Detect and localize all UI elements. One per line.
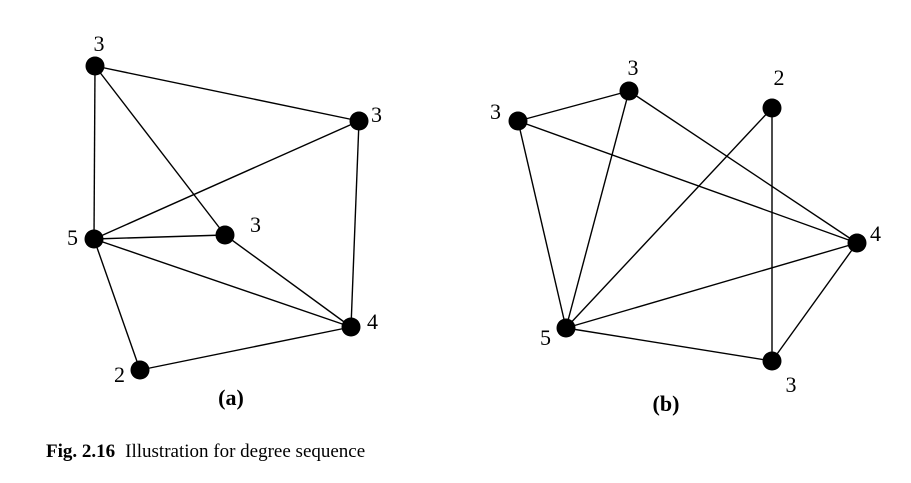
- edge-a5-a6: [139, 326, 352, 371]
- edge-a3-a6: [93, 238, 141, 371]
- edge-a3-a4: [93, 234, 226, 240]
- vertex-a4: [215, 225, 235, 245]
- edge-b2-b4: [628, 90, 858, 244]
- vertex-b5: [556, 318, 576, 338]
- edge-b4-b5: [565, 242, 858, 329]
- edge-a1-a4: [94, 65, 226, 236]
- degree-label-a6: 2: [114, 362, 125, 387]
- edge-b1-b2: [517, 90, 630, 122]
- degree-label-b3: 2: [774, 65, 785, 90]
- graph-a-vertices: [84, 56, 369, 380]
- figure-caption: Fig. 2.16 Illustration for degree sequenc…: [46, 441, 365, 463]
- degree-label-a2: 3: [371, 102, 382, 127]
- graph-a-degree-labels: 3 3 5 3 4 2: [67, 31, 382, 387]
- graph-a-edges: [93, 65, 360, 371]
- degree-label-b4: 4: [870, 221, 881, 246]
- edge-b4-b6: [771, 242, 858, 362]
- degree-label-a5: 4: [367, 309, 378, 334]
- vertex-a6: [130, 360, 150, 380]
- figure-number: Fig. 2.16: [46, 441, 116, 462]
- graph-b-vertices: [508, 81, 867, 371]
- vertex-a2: [349, 111, 369, 131]
- degree-label-a4: 3: [250, 212, 261, 237]
- vertex-b2: [619, 81, 639, 101]
- degree-label-b6: 3: [786, 372, 797, 397]
- edge-b1-b5: [517, 120, 567, 329]
- degree-label-b2: 3: [628, 55, 639, 80]
- edge-a1-a3: [93, 65, 96, 240]
- degree-label-b1: 3: [490, 99, 501, 124]
- vertex-b6: [762, 351, 782, 371]
- vertex-b3: [762, 98, 782, 118]
- graph-b-edges: [517, 90, 858, 362]
- edge-b2-b5: [565, 90, 630, 329]
- graph-a-panel-label: (a): [218, 385, 244, 410]
- edge-a2-a3: [93, 120, 360, 240]
- edge-a4-a5: [224, 234, 352, 328]
- degree-label-a3: 5: [67, 225, 78, 250]
- vertex-b1: [508, 111, 528, 131]
- edge-a3-a5: [93, 238, 352, 328]
- edge-b1-b4: [517, 120, 858, 244]
- caption-text: Illustration for degree sequence: [125, 441, 366, 462]
- edge-a1-a2: [94, 65, 360, 122]
- graph-b-panel-label: (b): [653, 391, 680, 416]
- vertex-a5: [341, 317, 361, 337]
- vertex-a3: [84, 229, 104, 249]
- vertex-b4: [847, 233, 867, 253]
- graph-a: 3 3 5 3 4 2 (a): [67, 31, 382, 410]
- graph-b: 3 3 2 4 5 3 (b): [490, 55, 881, 416]
- degree-label-b5: 5: [540, 325, 551, 350]
- edge-b3-b5: [565, 107, 773, 329]
- graph-b-degree-labels: 3 3 2 4 5 3: [490, 55, 881, 397]
- degree-label-a1: 3: [94, 31, 105, 56]
- vertex-a1: [85, 56, 105, 76]
- edge-a2-a5: [350, 120, 360, 328]
- edge-b5-b6: [565, 327, 773, 362]
